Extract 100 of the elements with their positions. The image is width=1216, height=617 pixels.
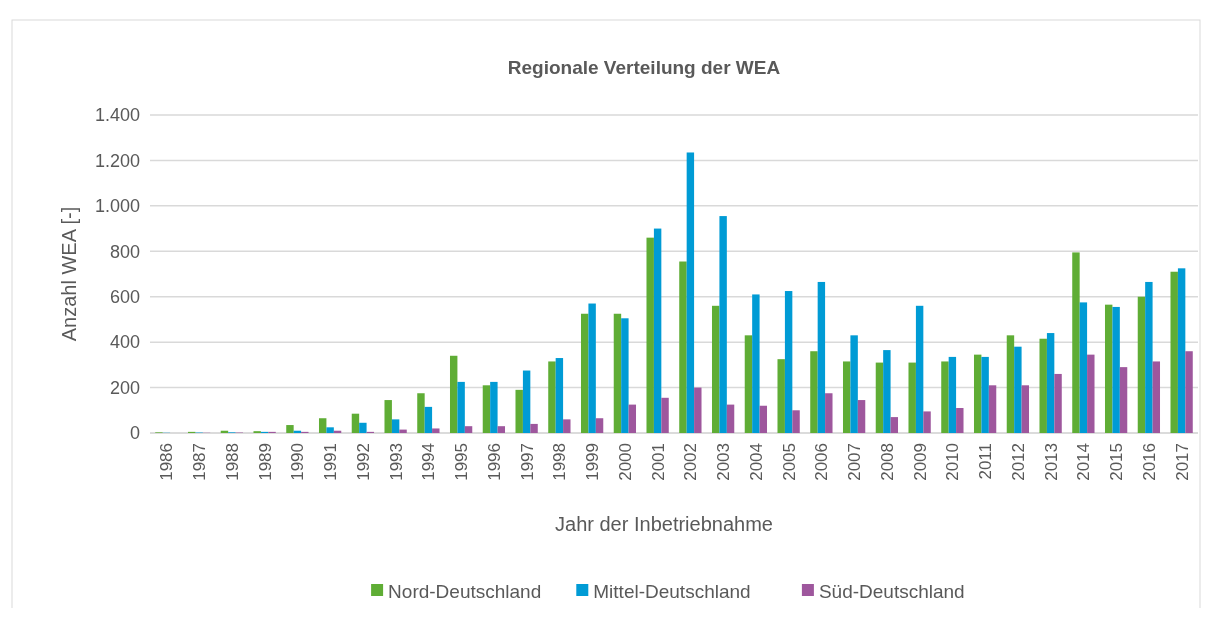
bar bbox=[908, 362, 916, 433]
bar bbox=[719, 216, 727, 433]
bar bbox=[915, 305, 924, 433]
x-tick-label: 1993 bbox=[386, 443, 406, 481]
x-tick-label: 1988 bbox=[222, 443, 242, 481]
bar bbox=[1152, 361, 1161, 433]
bar bbox=[857, 400, 866, 433]
bar bbox=[646, 237, 654, 433]
x-tick-label: 2005 bbox=[779, 443, 799, 481]
bar bbox=[726, 404, 735, 433]
x-tick-label: 1999 bbox=[583, 443, 603, 481]
bar bbox=[424, 406, 433, 433]
bar bbox=[661, 397, 669, 433]
x-tick-label: 1998 bbox=[550, 443, 570, 481]
bar bbox=[580, 313, 589, 433]
x-tick-label: 2011 bbox=[976, 443, 996, 480]
bar bbox=[391, 419, 400, 433]
y-tick-label: 200 bbox=[109, 377, 140, 398]
bar bbox=[883, 350, 891, 433]
x-tick-label: 2009 bbox=[910, 443, 930, 481]
x-tick-label: 2014 bbox=[1074, 443, 1094, 481]
bar bbox=[1185, 351, 1193, 433]
bar bbox=[286, 425, 294, 433]
bar bbox=[973, 354, 982, 433]
bar bbox=[613, 313, 622, 433]
x-tick-label: 1990 bbox=[288, 443, 308, 481]
bar bbox=[1112, 306, 1120, 433]
x-tick-label: 1996 bbox=[484, 443, 504, 481]
bar bbox=[621, 318, 629, 433]
bar bbox=[1137, 296, 1146, 433]
x-tick-label: 1991 bbox=[321, 443, 341, 481]
y-tick-label: 0 bbox=[129, 423, 140, 444]
bar bbox=[956, 408, 964, 433]
bar bbox=[628, 404, 637, 433]
x-tick-label: 1989 bbox=[255, 443, 275, 481]
bar bbox=[563, 419, 571, 433]
x-tick-label: 2003 bbox=[714, 443, 734, 481]
bar bbox=[711, 305, 720, 433]
bar bbox=[490, 381, 498, 433]
bar bbox=[515, 389, 523, 433]
x-tick-label: 2006 bbox=[812, 443, 832, 481]
bar bbox=[399, 429, 407, 433]
bar bbox=[1039, 338, 1047, 433]
bar bbox=[497, 426, 506, 433]
bar bbox=[752, 294, 760, 433]
bar bbox=[384, 400, 392, 433]
bar bbox=[1072, 252, 1080, 433]
bar bbox=[686, 152, 695, 433]
y-tick-label: 400 bbox=[109, 332, 140, 353]
bar bbox=[1046, 333, 1055, 433]
x-tick-label: 2001 bbox=[648, 443, 668, 481]
bar bbox=[1104, 304, 1113, 433]
y-tick-label: 800 bbox=[109, 241, 140, 262]
bar bbox=[842, 361, 851, 433]
bar bbox=[988, 385, 997, 433]
y-tick-label: 600 bbox=[109, 287, 140, 308]
bar bbox=[351, 413, 360, 433]
bar bbox=[1079, 302, 1088, 433]
bar bbox=[417, 393, 425, 433]
bar bbox=[890, 417, 899, 433]
legend-label: Mittel-Deutschland bbox=[593, 580, 751, 602]
bar bbox=[875, 362, 884, 433]
y-tick-label: 1.200 bbox=[94, 150, 140, 171]
bar bbox=[1119, 367, 1128, 433]
bar bbox=[359, 422, 367, 433]
bar bbox=[981, 356, 989, 433]
x-tick-label: 2015 bbox=[1107, 443, 1127, 481]
bar bbox=[1145, 281, 1153, 433]
x-tick-label: 2016 bbox=[1139, 443, 1159, 481]
x-tick-label: 1987 bbox=[190, 443, 210, 481]
bar bbox=[923, 411, 931, 433]
x-tick-label: 2017 bbox=[1172, 443, 1192, 481]
bar bbox=[759, 405, 768, 433]
bar bbox=[810, 351, 818, 433]
bar bbox=[1054, 373, 1062, 433]
legend-label: Süd-Deutschland bbox=[818, 580, 965, 602]
bar bbox=[555, 358, 564, 433]
bar bbox=[1170, 271, 1178, 433]
y-tick-label: 1.000 bbox=[94, 196, 140, 217]
x-tick-label: 2008 bbox=[877, 443, 897, 481]
bar bbox=[326, 427, 334, 433]
x-tick-label: 2012 bbox=[1008, 443, 1028, 481]
bar bbox=[595, 418, 604, 433]
bar bbox=[817, 281, 826, 433]
bar bbox=[850, 335, 858, 433]
x-tick-label: 2007 bbox=[845, 443, 865, 481]
bar bbox=[530, 423, 538, 433]
x-tick-label: 1992 bbox=[353, 443, 373, 481]
y-tick-label: 1.400 bbox=[94, 105, 140, 126]
x-tick-label: 2004 bbox=[746, 443, 766, 481]
bar bbox=[694, 387, 702, 433]
y-axis-title: Anzahl WEA [-] bbox=[58, 206, 80, 342]
x-tick-label: 1995 bbox=[452, 443, 472, 481]
bar bbox=[449, 355, 458, 433]
bar bbox=[548, 361, 556, 433]
x-tick-label: 1994 bbox=[419, 443, 439, 481]
bar bbox=[744, 335, 753, 433]
bar bbox=[318, 418, 327, 433]
bar bbox=[464, 426, 473, 433]
bar bbox=[948, 356, 957, 433]
